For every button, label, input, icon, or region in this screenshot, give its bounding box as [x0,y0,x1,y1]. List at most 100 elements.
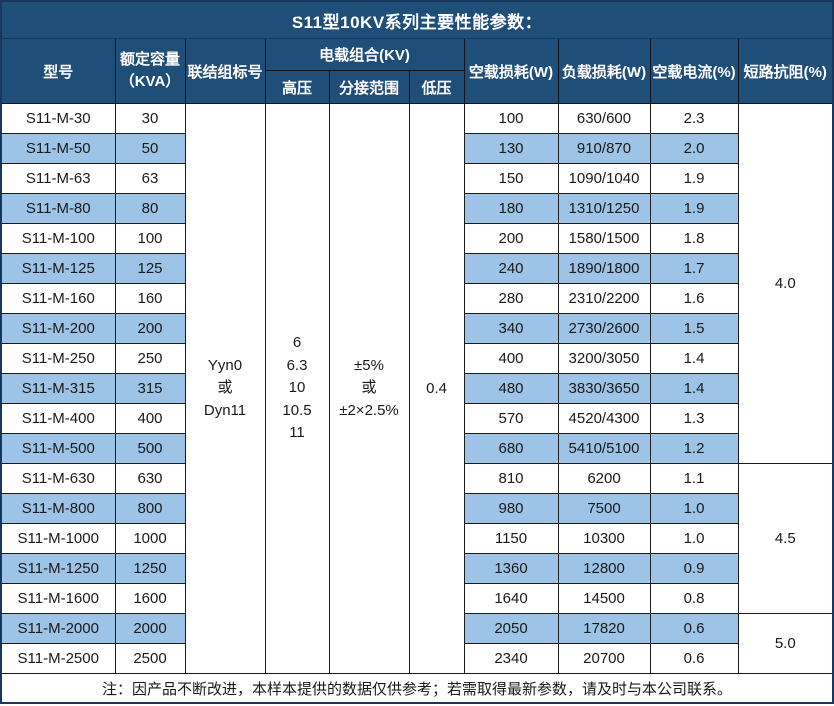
cell-capacity: 1250 [114,553,186,584]
cell-capacity: 63 [114,163,186,194]
header-voltage-combo: 电载组合(KV) [264,38,465,71]
table-row: S11-M-2500 2500 2340 20700 0.6 [0,643,833,674]
cell-load-loss: 1090/1040 [557,163,651,194]
table-row: S11-M-80 80 180 1310/1250 1.9 [0,193,833,224]
cell-no-load-current: 1.0 [649,493,739,524]
page-title: S11型10KV系列主要性能参数： [0,0,834,39]
cell-load-loss: 1890/1800 [557,253,651,284]
cell-load-loss: 1580/1500 [557,223,651,254]
table-row: S11-M-2000 2000 2050 17820 0.6 5.0 [0,613,834,674]
cell-no-load-loss: 340 [463,313,559,344]
cell-model: S11-M-800 [0,493,116,524]
cell-load-loss: 630/600 [557,103,651,134]
header-vector-group: 联结组标号 [184,38,266,104]
cell-load-loss: 12800 [557,553,651,584]
cell-no-load-loss: 1360 [463,553,559,584]
cell-model: S11-M-250 [0,343,116,374]
cell-load-loss: 6200 [557,463,651,494]
cell-capacity: 500 [114,433,186,464]
header-impedance: 短路抗阻(%) [737,38,834,104]
cell-no-load-current: 1.2 [649,433,739,464]
cell-capacity: 800 [114,493,186,524]
cell-no-load-current: 1.1 [649,463,739,494]
cell-no-load-current: 1.3 [649,403,739,434]
table-row: S11-M-800 800 980 7500 1.0 [0,493,833,524]
cell-impedance: 4.0 [737,103,834,464]
cell-load-loss: 1310/1250 [557,193,651,224]
cell-impedance: 4.5 [737,463,834,614]
cell-no-load-current: 0.8 [649,583,739,614]
cell-load-loss: 910/870 [557,133,651,164]
cell-no-load-current: 1.5 [649,313,739,344]
cell-lv-voltage: 0.4 [408,103,465,674]
cell-model: S11-M-1000 [0,523,116,554]
cell-load-loss: 20700 [557,643,651,674]
cell-model: S11-M-315 [0,373,116,404]
cell-no-load-loss: 1640 [463,583,559,614]
header-row-bottom: 高压 分接范围 低压 [1,70,833,104]
cell-no-load-current: 1.9 [649,163,739,194]
cell-model: S11-M-30 [0,103,116,134]
cell-no-load-current: 0.6 [649,613,739,644]
cell-model: S11-M-80 [0,193,116,224]
cell-capacity: 630 [114,463,186,494]
table-row: S11-M-1600 1600 1640 14500 0.8 [0,583,833,614]
table-row: S11-M-400 400 570 4520/4300 1.3 [0,403,833,434]
cell-capacity: 100 [114,223,186,254]
header-load-loss: 负载损耗(W) [557,38,651,104]
table-row: S11-M-63 63 150 1090/1040 1.9 [0,163,833,194]
table-row: S11-M-315 315 480 3830/3650 1.4 [0,373,833,404]
table-row: S11-M-160 160 280 2310/2200 1.6 [0,283,833,314]
cell-capacity: 125 [114,253,186,284]
title-row: S11型10KV系列主要性能参数： [0,0,834,39]
cell-capacity: 2500 [114,643,186,674]
cell-capacity: 1000 [114,523,186,554]
cell-load-loss: 17820 [557,613,651,644]
table-row: S11-M-30 30 Yyn0 或 Dyn11 6 6.3 10 10.5 11 ±5… [0,103,834,674]
cell-no-load-current: 1.0 [649,523,739,554]
cell-no-load-loss: 400 [463,343,559,374]
cell-impedance: 5.0 [737,613,834,674]
cell-load-loss: 4520/4300 [557,403,651,434]
cell-vector-group: Yyn0 或 Dyn11 [184,103,266,674]
cell-no-load-loss: 980 [463,493,559,524]
footer-row: 注：因产品不断改进，本样本提供的数据仅供参考；若需取得最新参数，请及时与本公司联… [0,673,834,704]
table-row: S11-M-125 125 240 1890/1800 1.7 [0,253,833,284]
cell-no-load-current: 1.8 [649,223,739,254]
header-tap-range: 分接范围 [328,70,410,104]
cell-no-load-loss: 2340 [463,643,559,674]
cell-load-loss: 3830/3650 [557,373,651,404]
cell-no-load-loss: 180 [463,193,559,224]
cell-model: S11-M-1250 [0,553,116,584]
header-lv: 低压 [408,70,465,104]
cell-capacity: 50 [114,133,186,164]
table-row: S11-M-100 100 200 1580/1500 1.8 [0,223,833,254]
cell-model: S11-M-2000 [0,613,116,644]
cell-no-load-current: 1.6 [649,283,739,314]
cell-model: S11-M-50 [0,133,116,164]
cell-model: S11-M-2500 [0,643,116,674]
header-capacity: 额定容量 （KVA） [114,38,186,104]
cell-load-loss: 10300 [557,523,651,554]
cell-model: S11-M-630 [0,463,116,494]
cell-load-loss: 3200/3050 [557,343,651,374]
header-row-top: 型号 额定容量 （KVA） 联结组标号 电载组合(KV) 空载损耗(W) 负载损… [0,38,834,104]
cell-no-load-loss: 280 [463,283,559,314]
header-no-load-current: 空载电流(%) [649,38,739,104]
cell-model: S11-M-63 [0,163,116,194]
cell-no-load-current: 2.0 [649,133,739,164]
cell-no-load-loss: 200 [463,223,559,254]
table-row: S11-M-1000 1000 1150 10300 1.0 [0,523,833,554]
cell-no-load-loss: 100 [463,103,559,134]
cell-no-load-loss: 150 [463,163,559,194]
cell-capacity: 160 [114,283,186,314]
cell-no-load-current: 2.3 [649,103,739,134]
cell-no-load-current: 1.7 [649,253,739,284]
cell-model: S11-M-160 [0,283,116,314]
cell-tap-range: ±5% 或 ±2×2.5% [328,103,410,674]
table-row: S11-M-500 500 680 5410/5100 1.2 [0,433,833,464]
cell-no-load-loss: 240 [463,253,559,284]
cell-load-loss: 2730/2600 [557,313,651,344]
